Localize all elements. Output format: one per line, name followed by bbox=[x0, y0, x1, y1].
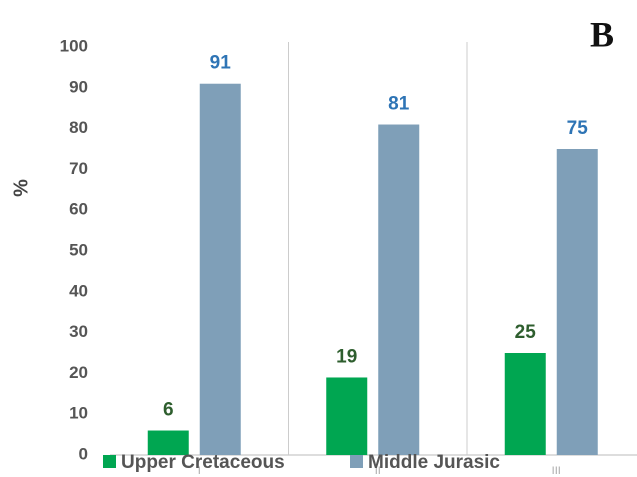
y-tick-label: 60 bbox=[69, 200, 88, 219]
y-tick-label: 50 bbox=[69, 240, 88, 259]
y-tick-label: 90 bbox=[69, 77, 88, 96]
x-tick-label: I bbox=[198, 465, 201, 477]
data-label: 75 bbox=[567, 118, 589, 139]
y-tick-label: 70 bbox=[69, 159, 88, 178]
data-label: 81 bbox=[388, 94, 410, 115]
y-tick-label: 30 bbox=[69, 322, 88, 341]
data-label: 91 bbox=[210, 53, 232, 74]
data-label: 19 bbox=[336, 346, 357, 367]
bar bbox=[378, 124, 420, 456]
data-label: 6 bbox=[163, 400, 174, 421]
y-tick-label: 20 bbox=[69, 363, 88, 382]
bar bbox=[556, 149, 598, 455]
bar bbox=[199, 83, 241, 455]
legend-swatch bbox=[350, 455, 363, 468]
data-label: 25 bbox=[515, 322, 537, 343]
bar bbox=[504, 353, 546, 455]
y-tick-label: 80 bbox=[69, 118, 88, 137]
y-tick-label: 100 bbox=[60, 36, 88, 55]
bar bbox=[147, 430, 189, 455]
legend-label: Middle Jurasic bbox=[368, 452, 500, 473]
y-axis-label: % bbox=[10, 179, 32, 197]
x-tick-label: III bbox=[552, 465, 561, 477]
x-tick-label: II bbox=[375, 465, 381, 477]
legend-swatch bbox=[103, 455, 116, 468]
y-tick-label: 0 bbox=[79, 444, 88, 463]
bar bbox=[326, 377, 368, 455]
y-tick-label: 40 bbox=[69, 281, 88, 300]
legend-label: Upper Cretaceous bbox=[121, 452, 285, 473]
panel-label: B bbox=[590, 14, 614, 54]
y-tick-label: 10 bbox=[69, 404, 88, 423]
